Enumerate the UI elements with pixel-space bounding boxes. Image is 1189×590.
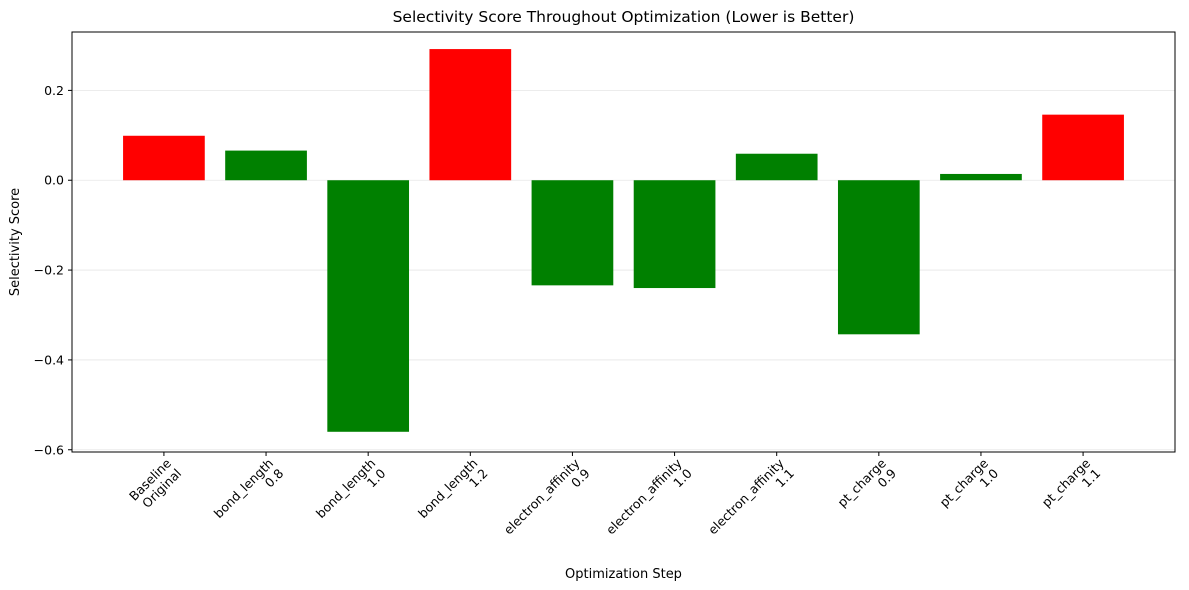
x-tick-label-line: bond_length [415, 456, 480, 521]
x-tick-label-text: bond_length0.8 [211, 455, 287, 531]
x-axis-ticks: BaselineOriginal bond_length0.8 bond_lengt… [126, 452, 1104, 547]
y-axis-title: Selectivity Score [8, 188, 23, 296]
bar [735, 153, 818, 181]
bar [837, 180, 920, 335]
x-tick-label: electron_affinity1.1 [705, 455, 797, 547]
x-tick-label: pt_charge0.9 [834, 455, 899, 520]
plot-frame [71, 31, 1176, 453]
x-tick-label-line: electron_affinity [501, 455, 583, 537]
x-tick-label: bond_length1.0 [313, 455, 389, 531]
x-tick-label-text: electron_affinity0.9 [501, 455, 593, 547]
x-tick-label: pt_charge1.1 [1039, 455, 1104, 520]
bar [531, 180, 614, 286]
x-tick-label: BaselineOriginal [126, 455, 184, 513]
x-tick-label-text: electron_affinity1.1 [705, 455, 797, 547]
y-tick-label: −0.4 [34, 352, 64, 367]
bar [940, 173, 1022, 181]
x-tick-label-text: pt_charge1.1 [1039, 455, 1104, 520]
x-tick-label-text: bond_length1.0 [313, 455, 389, 531]
x-tick-label-line: bond_length [313, 456, 378, 521]
y-axis-ticks: −0.6 −0.4 −0.2 0.0 0.2 [34, 83, 72, 457]
x-tick-label-text: electron_affinity1.0 [603, 455, 695, 547]
x-tick-label-text: bond_length1.2 [415, 456, 491, 532]
x-tick-label: pt_charge1.0 [937, 455, 1002, 520]
x-tick-label: bond_length0.8 [211, 455, 287, 531]
bar [327, 180, 410, 432]
x-tick-label-line: electron_affinity [603, 455, 685, 537]
x-axis-title: Optimization Step [565, 567, 682, 582]
x-tick-label-text: pt_charge0.9 [834, 455, 899, 520]
x-tick-label-text: BaselineOriginal [126, 455, 184, 513]
x-tick-label: electron_affinity1.0 [603, 455, 695, 547]
bar [1042, 114, 1124, 181]
x-tick-label-line: electron_affinity [705, 455, 787, 537]
bar [225, 150, 307, 181]
x-tick-label-text: pt_charge1.0 [937, 455, 1002, 520]
bar [429, 49, 512, 181]
x-tick-label-line: bond_length [211, 456, 276, 521]
y-tick-label: 0.2 [44, 83, 64, 98]
x-tick-label: electron_affinity0.9 [501, 455, 593, 547]
bars [123, 49, 1124, 432]
y-tick-label: −0.2 [34, 263, 64, 278]
x-tick-label: bond_length1.2 [415, 456, 491, 532]
chart-title: Selectivity Score Throughout Optimizatio… [393, 8, 855, 26]
grid-lines [72, 89, 1175, 451]
bar [633, 180, 716, 289]
y-tick-label: 0.0 [44, 173, 64, 188]
y-tick-label: −0.6 [34, 442, 64, 457]
bar [123, 135, 205, 181]
